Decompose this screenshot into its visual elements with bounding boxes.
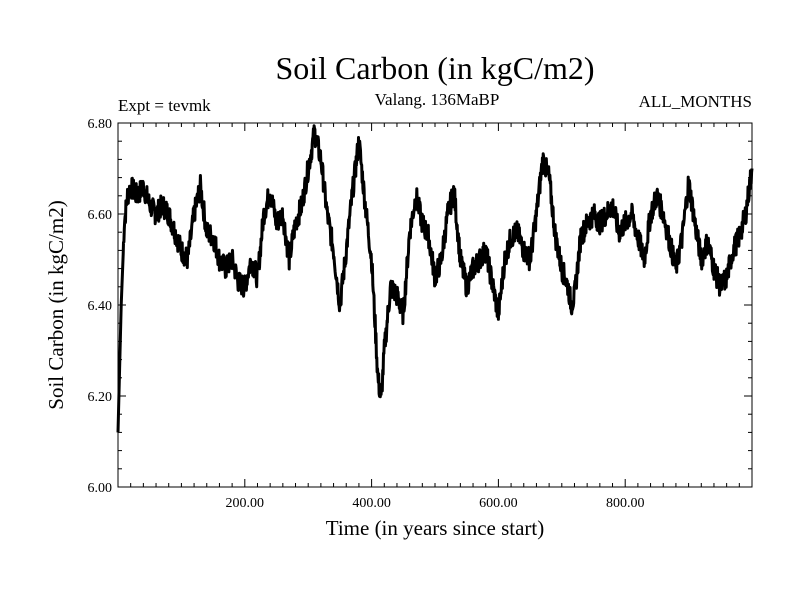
y-tick-label: 6.80 [88,117,113,132]
y-axis-label: Soil Carbon (in kgC/m2) [44,200,68,409]
months-label: ALL_MONTHS [638,92,752,111]
x-tick-label: 600.00 [479,496,518,511]
experiment-label: Expt = tevmk [118,96,211,115]
x-tick-label: 800.00 [606,496,645,511]
y-tick-label: 6.60 [88,208,113,223]
plot-frame [117,122,753,488]
chart-subtitle: Valang. 136MaBP [374,90,500,109]
y-tick-label: 6.00 [88,481,113,496]
y-tick-label: 6.20 [88,390,113,405]
y-tick-label: 6.40 [88,299,113,314]
x-tick-label: 400.00 [352,496,391,511]
soil-carbon-series-line [116,124,754,433]
chart-title: Soil Carbon (in kgC/m2) [275,50,595,86]
x-axis-label: Time (in years since start) [326,516,545,540]
x-tick-label: 200.00 [226,496,265,511]
